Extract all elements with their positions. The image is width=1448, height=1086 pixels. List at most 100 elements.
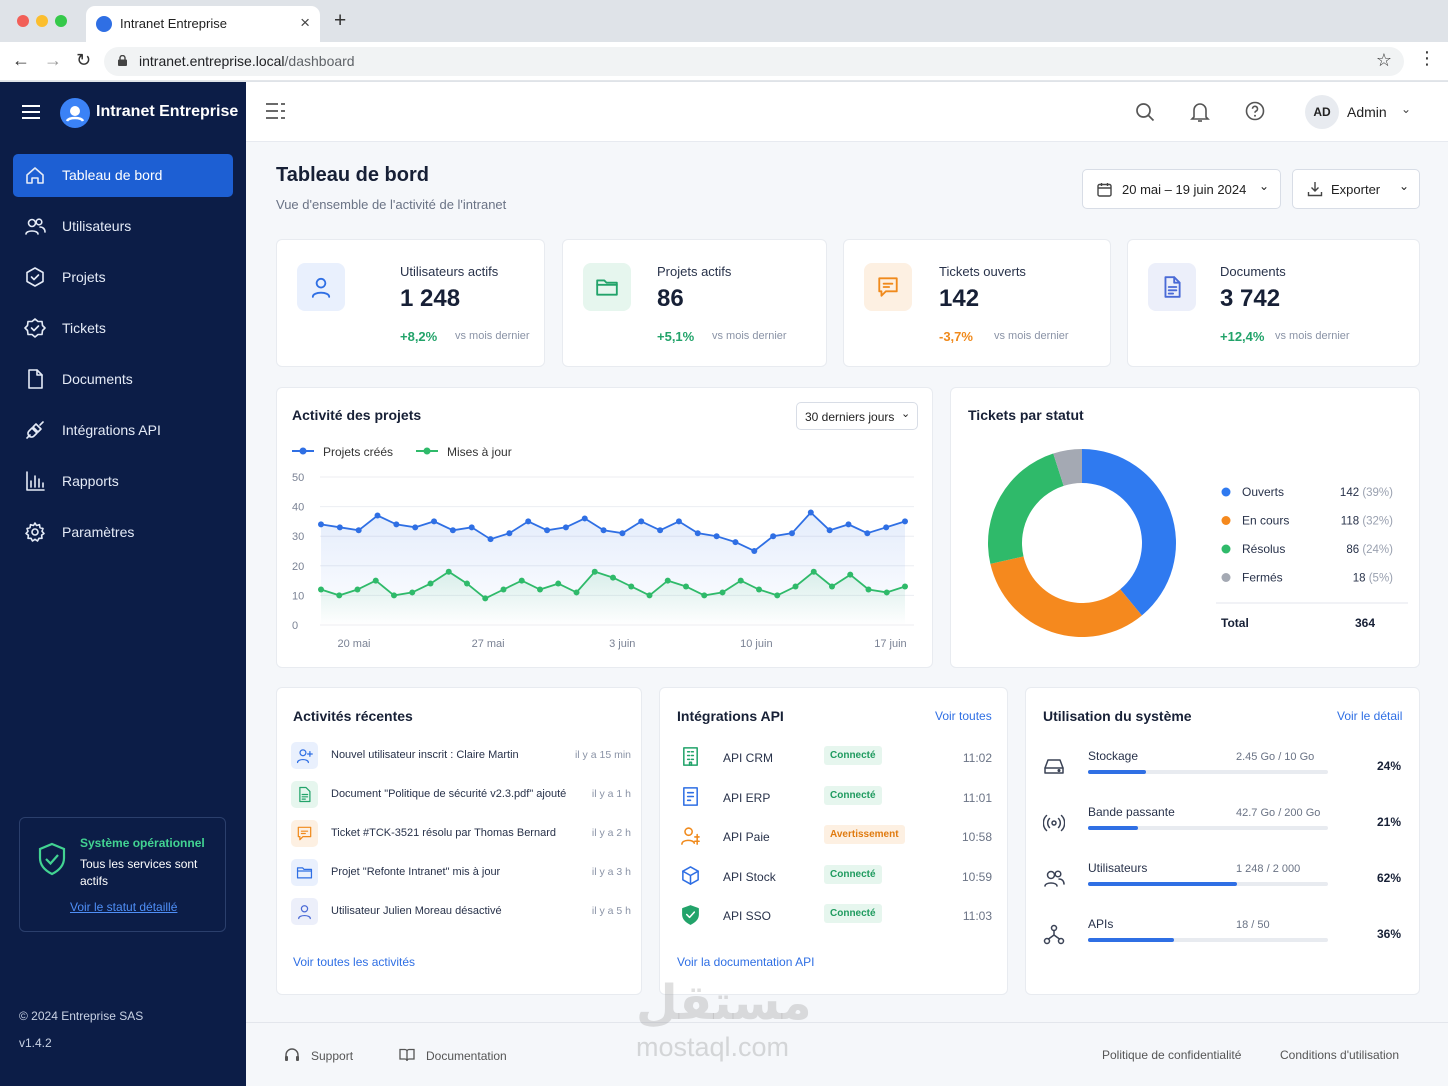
period-select[interactable]: 30 derniers jours ⌄ xyxy=(796,402,918,430)
signal-icon xyxy=(1043,814,1065,832)
sidebar-item-label: Utilisateurs xyxy=(62,218,132,234)
tickets-donut-chart: Tickets par statut Ouverts 142 (39%) En cou… xyxy=(968,407,1408,637)
legend-label: Projets créés xyxy=(323,445,393,459)
sidebar-item-parametres[interactable]: Paramètres xyxy=(13,511,233,554)
new-tab-icon[interactable]: + xyxy=(334,9,347,32)
date-range-picker[interactable]: 20 mai – 19 juin 2024 ⌄ xyxy=(1082,169,1281,209)
sidebar-item-tableau-de-bord[interactable]: Tableau de bord xyxy=(13,154,233,197)
usage-name: Bande passante xyxy=(1088,805,1175,819)
reload-icon[interactable]: ↻ xyxy=(76,50,92,70)
list-item[interactable]: Ticket #TCK-3521 résolu par Thomas Berna… xyxy=(291,820,631,850)
sidebar-item-label: Rapports xyxy=(62,473,119,489)
legend-label: Fermés xyxy=(1242,571,1283,585)
forward-icon[interactable]: → xyxy=(44,50,62,70)
usage-progress-track xyxy=(1088,826,1328,830)
data-point xyxy=(628,583,635,590)
status-badge: Connecté xyxy=(824,746,882,765)
avatar[interactable]: AD xyxy=(1305,95,1339,129)
data-point xyxy=(412,524,419,531)
legend-value: 18 (5%) xyxy=(1353,573,1393,585)
integration-row[interactable]: API CRM Connecté 11:02 xyxy=(678,743,992,771)
activity-text: Nouvel utilisateur inscrit : Claire Mart… xyxy=(331,749,519,761)
legend-marker xyxy=(1221,516,1231,525)
legend-value: 118 (32%) xyxy=(1341,516,1393,528)
browser-menu-icon[interactable]: ⋮ xyxy=(1418,48,1436,68)
usage-name: APIs xyxy=(1088,917,1114,931)
sidebar-item-documents[interactable]: Documents xyxy=(13,358,233,401)
integration-row[interactable]: API ERP Connecté 11:01 xyxy=(678,783,992,811)
data-point xyxy=(500,586,507,593)
terms-link[interactable]: Conditions d'utilisation xyxy=(1280,1048,1400,1062)
data-point xyxy=(464,580,470,587)
collapse-menu-icon[interactable] xyxy=(266,103,285,119)
activity-icon-box xyxy=(291,898,318,925)
maximize-window-button[interactable] xyxy=(55,15,67,27)
list-item[interactable]: Document "Politique de sécurité v2.3.pdf… xyxy=(291,781,631,811)
file-text-icon xyxy=(299,786,311,803)
back-icon[interactable]: ← xyxy=(12,50,30,70)
list-item[interactable]: Projet "Refonte Intranet" mis à jour il y… xyxy=(291,859,631,889)
search-icon[interactable] xyxy=(1135,102,1155,122)
data-point xyxy=(902,518,908,525)
data-point xyxy=(719,589,726,596)
data-point xyxy=(518,577,525,584)
integration-time: 11:01 xyxy=(962,790,992,805)
integration-row[interactable]: API Stock Connecté 10:59 xyxy=(678,862,992,890)
activity-line-chart: Projets créés Mises à jour 0 10 20 30 40 50 20 m… xyxy=(292,445,914,650)
status-badge: Avertissement xyxy=(824,825,905,844)
usage-detail-link[interactable]: Voir le détail xyxy=(1337,709,1403,723)
document-icon xyxy=(28,369,43,389)
sidebar-item-label: Intégrations API xyxy=(62,422,161,438)
sidebar-item-projets[interactable]: Projets xyxy=(13,256,233,299)
page-subtitle: Vue d'ensemble de l'activité de l'intran… xyxy=(276,197,507,212)
legend-marker xyxy=(1221,573,1231,582)
data-point xyxy=(468,524,475,531)
chevron-down-icon[interactable]: ⌄ xyxy=(1401,102,1412,116)
list-item[interactable]: Utilisateur Julien Moreau désactivé il y … xyxy=(291,898,631,928)
data-point xyxy=(374,512,381,519)
nodes-icon xyxy=(1043,924,1065,945)
integration-row[interactable]: API Paie Avertissement 10:58 xyxy=(678,822,992,850)
ledger-icon xyxy=(683,786,698,806)
sidebar-item-tickets[interactable]: Tickets xyxy=(13,307,233,350)
data-point xyxy=(487,536,494,543)
building-icon xyxy=(683,747,698,766)
data-point xyxy=(318,586,324,593)
status-detail-link[interactable]: Voir le statut détaillé xyxy=(70,900,178,914)
list-item[interactable]: Nouvel utilisateur inscrit : Claire Mart… xyxy=(291,742,631,772)
kpi-icon-box xyxy=(1148,263,1196,311)
data-point xyxy=(573,589,580,596)
address-bar[interactable]: intranet.entreprise.local/dashboard ☆ xyxy=(104,47,1404,76)
browser-tab[interactable]: Intranet Entreprise × xyxy=(86,6,320,42)
integration-row[interactable]: API SSO Connecté 11:03 xyxy=(678,901,992,929)
usage-row: Stockage 2.45 Go / 10 Go 24% xyxy=(1043,746,1403,786)
privacy-link[interactable]: Politique de confidentialité xyxy=(1102,1048,1242,1062)
sidebar-item-rapports[interactable]: Rapports xyxy=(13,460,233,503)
sidebar: Intranet Entreprise Tableau de bord Utili… xyxy=(0,82,246,1086)
data-point xyxy=(506,530,513,537)
support-link[interactable]: Support xyxy=(311,1049,354,1063)
hamburger-menu-icon[interactable] xyxy=(22,104,40,120)
status-text: Tous les services sont actifs xyxy=(80,857,198,888)
see-all-integrations-link[interactable]: Voir toutes xyxy=(935,709,992,723)
watermark-logo: مستقل xyxy=(636,977,812,1030)
bookmark-star-icon[interactable]: ☆ xyxy=(1375,50,1392,70)
all-activities-link[interactable]: Voir toutes les activités xyxy=(293,955,416,969)
minimize-window-button[interactable] xyxy=(36,15,48,27)
kpi-value: 142 xyxy=(939,285,980,312)
sidebar-item-utilisateurs[interactable]: Utilisateurs xyxy=(13,205,233,248)
data-point xyxy=(555,580,562,587)
api-docs-link[interactable]: Voir la documentation API xyxy=(677,955,815,969)
close-window-button[interactable] xyxy=(17,15,29,27)
sidebar-item-label: Paramètres xyxy=(62,524,135,540)
data-point xyxy=(657,527,664,534)
sidebar-item-integrations-api[interactable]: Intégrations API xyxy=(13,409,233,452)
help-icon[interactable] xyxy=(1245,101,1265,121)
export-button[interactable]: Exporter ⌄ xyxy=(1292,169,1420,209)
documentation-link[interactable]: Documentation xyxy=(426,1049,507,1063)
tab-close-icon[interactable]: × xyxy=(300,13,310,32)
x-tick-label: 3 juin xyxy=(609,638,635,650)
activity-text: Document "Politique de sécurité v2.3.pdf… xyxy=(331,788,567,800)
bell-icon[interactable] xyxy=(1190,101,1210,123)
user-name[interactable]: Admin xyxy=(1347,104,1387,120)
